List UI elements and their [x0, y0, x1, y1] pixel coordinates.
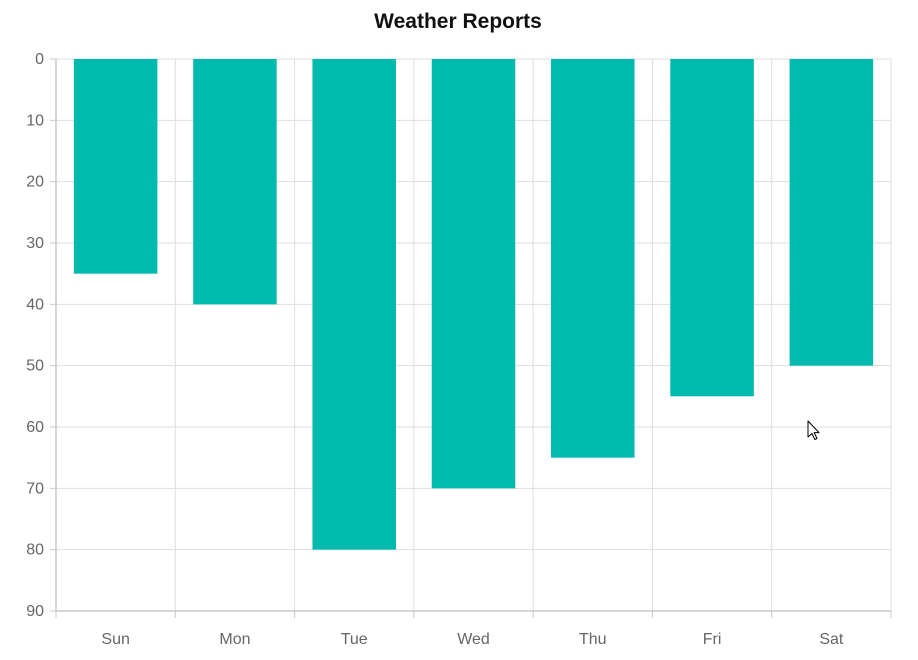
y-tick-label: 60: [26, 419, 44, 436]
chart-title: Weather Reports: [374, 10, 542, 33]
axes: [55, 59, 891, 612]
x-tick-label: Fri: [703, 631, 722, 648]
y-tick-label: 30: [26, 235, 44, 252]
x-axis-ticks: Sun Mon Tue Wed Thu Fri Sat: [55, 611, 892, 648]
mouse-pointer-icon: [807, 420, 820, 440]
bars: [73, 59, 874, 550]
x-tick-label: Thu: [579, 631, 607, 648]
y-axis-ticks: 0 10 20 30 40 50 60 70 80 90: [26, 51, 56, 620]
y-tick-label: 0: [35, 51, 44, 68]
y-tick-label: 90: [26, 603, 44, 620]
x-tick-label: Sat: [819, 631, 844, 648]
y-tick-label: 40: [26, 296, 44, 313]
y-tick-label: 70: [26, 480, 44, 497]
y-tick-label: 20: [26, 174, 44, 191]
bar-sat[interactable]: [789, 59, 874, 366]
x-tick-label: Mon: [219, 631, 250, 648]
bar-tue[interactable]: [312, 59, 396, 550]
y-tick-label: 50: [26, 358, 44, 375]
x-tick-label: Wed: [457, 631, 490, 648]
y-tick-label: 10: [26, 112, 44, 129]
bar-mon[interactable]: [193, 59, 277, 305]
bar-wed[interactable]: [431, 59, 516, 489]
bar-sun[interactable]: [73, 59, 158, 274]
x-tick-label: Tue: [341, 631, 368, 648]
y-tick-label: 80: [26, 542, 44, 559]
bar-fri[interactable]: [670, 59, 754, 397]
bar-thu[interactable]: [551, 59, 635, 458]
x-tick-label: Sun: [101, 631, 129, 648]
